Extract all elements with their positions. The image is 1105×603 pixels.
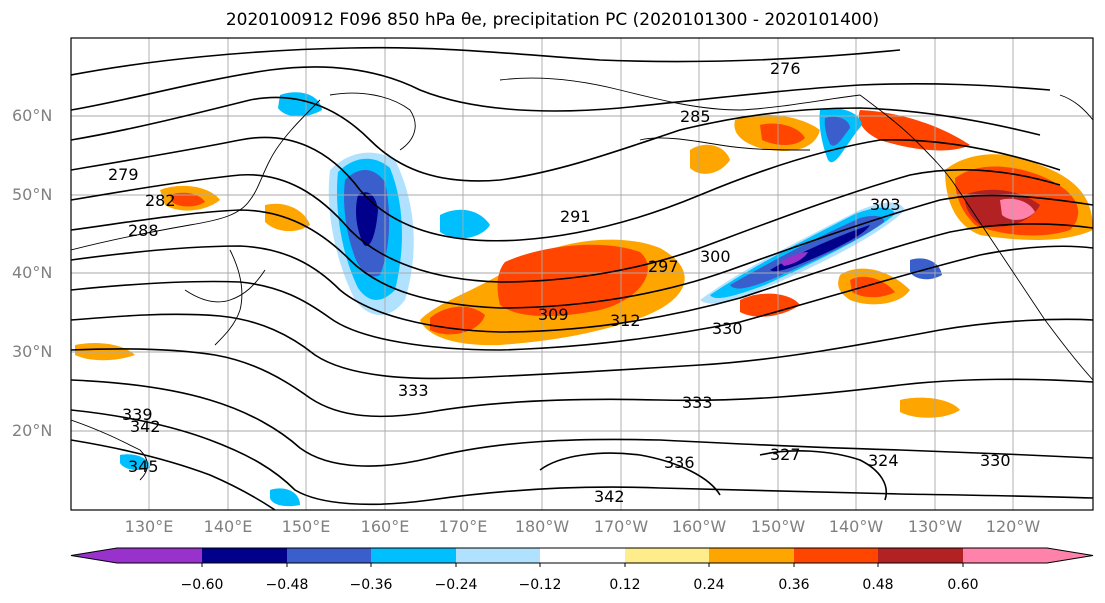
colorbar-tick: 0.48 xyxy=(862,577,894,593)
colorbar-tick: 0.24 xyxy=(693,577,725,593)
colorbar-tick: −0.36 xyxy=(349,577,393,593)
colorbar-segment xyxy=(794,548,878,563)
colorbar-segment xyxy=(287,548,371,563)
colorbar-segment xyxy=(371,548,456,563)
theta-e-contours xyxy=(71,46,1093,510)
lon-label: 180°W xyxy=(514,517,570,536)
map-frame xyxy=(70,37,1094,511)
colorbar-segment xyxy=(456,548,540,563)
colorbar-segment xyxy=(540,548,625,563)
lat-label: 40°N xyxy=(12,263,53,282)
figure-title: 2020100912 F096 850 hPa θe, precipitatio… xyxy=(225,10,880,30)
lon-label: 120°W xyxy=(985,517,1041,536)
colorbar-tick: −0.24 xyxy=(434,577,478,593)
lon-label: 170°W xyxy=(593,517,649,536)
colorbar-tick: 0.36 xyxy=(778,577,810,593)
lon-label: 130°E xyxy=(124,517,174,536)
precip-shading xyxy=(75,92,1093,507)
colorbar-segment xyxy=(625,548,709,563)
colorbar-segment xyxy=(878,548,963,563)
colorbar-segment xyxy=(963,548,1047,563)
colorbar-tick: −0.12 xyxy=(518,577,562,593)
graticule xyxy=(71,38,1093,510)
colorbar-segment xyxy=(709,548,794,563)
lat-label: 20°N xyxy=(12,421,53,440)
warm-core-central-pacific xyxy=(497,244,648,317)
lon-label: 140°W xyxy=(828,517,884,536)
lon-label: 160°E xyxy=(360,517,410,536)
map-panel xyxy=(71,38,1093,510)
lon-label: 160°W xyxy=(671,517,727,536)
lon-label: 140°E xyxy=(203,517,253,536)
colorbar-tick: −0.60 xyxy=(180,577,224,593)
colorbar xyxy=(70,547,1094,567)
lat-label: 50°N xyxy=(12,185,53,204)
colorbar-extend-right xyxy=(1047,548,1093,563)
colorbar-extend-left xyxy=(71,548,117,563)
lon-label: 150°E xyxy=(281,517,331,536)
colorbar-tick: 0.60 xyxy=(947,577,979,593)
lon-label: 150°W xyxy=(750,517,806,536)
colorbar-segment xyxy=(202,548,287,563)
lon-label: 170°E xyxy=(438,517,488,536)
lat-label: 60°N xyxy=(12,106,53,125)
lat-label: 30°N xyxy=(12,342,53,361)
lon-label: 130°W xyxy=(907,517,963,536)
colorbar-tick: 0.12 xyxy=(609,577,641,593)
colorbar-segment xyxy=(117,548,202,563)
colorbar-tick: −0.48 xyxy=(265,577,309,593)
colorbar-outline xyxy=(70,547,1094,564)
